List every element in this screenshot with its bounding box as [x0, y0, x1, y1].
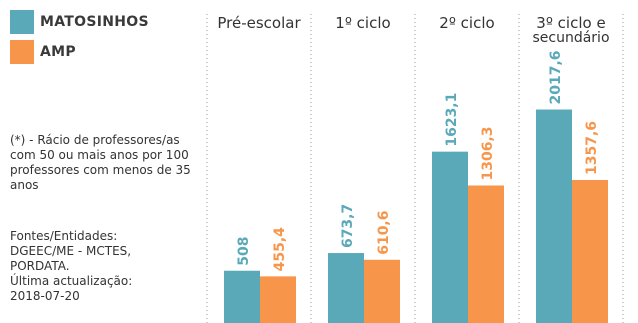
legend-label-amp: AMP: [40, 44, 76, 60]
category-label: 2º ciclo: [439, 14, 494, 32]
bar-matosinhos: [328, 253, 364, 323]
data-label-amp: 1306,3: [480, 126, 496, 180]
data-label-matosinhos: 508: [236, 237, 252, 266]
legend-swatch-amp: [10, 40, 34, 64]
bar-amp: [572, 180, 608, 323]
category-label: 1º ciclo: [335, 14, 390, 32]
category-label: Pré-escolar: [217, 14, 301, 32]
data-label-amp: 1357,6: [584, 121, 600, 175]
data-label-matosinhos: 1623,1: [444, 93, 460, 147]
bar-matosinhos: [432, 151, 468, 323]
bar-matosinhos: [536, 109, 572, 323]
bar-amp: [468, 185, 504, 323]
legend-swatch-matosinhos: [10, 10, 34, 34]
bar-matosinhos: [224, 270, 260, 323]
ratio-note: (*) - Rácio de professores/as com 50 ou …: [10, 133, 191, 192]
legend-label-matosinhos: MATOSINHOS: [40, 14, 149, 30]
sources-note: Fontes/Entidades: DGEEC/ME - MCTES, PORD…: [10, 229, 133, 303]
data-label-amp: 610,6: [376, 210, 392, 254]
data-label-matosinhos: 673,7: [340, 204, 356, 248]
category-label: secundário: [532, 30, 609, 46]
category-label: 3º ciclo e: [536, 14, 605, 32]
data-label-amp: 455,4: [272, 227, 288, 272]
bar-amp: [364, 259, 400, 323]
data-label-matosinhos: 2017,6: [548, 50, 564, 104]
bar-amp: [260, 276, 296, 323]
